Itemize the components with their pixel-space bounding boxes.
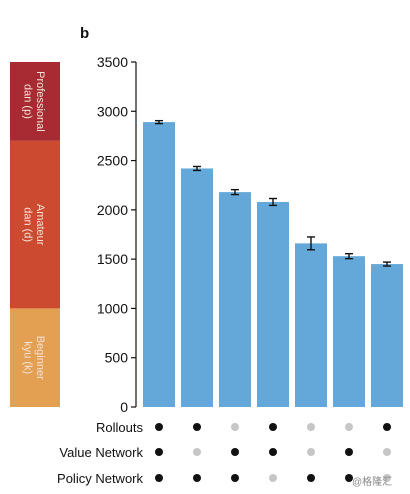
dot-off — [307, 448, 315, 456]
bar — [257, 201, 289, 407]
rank-band-label-line2: dan (d) — [22, 207, 34, 242]
panel-label: b — [80, 25, 89, 42]
rank-band-label-line1: Amateur — [34, 204, 46, 246]
dot-on — [193, 423, 201, 431]
bar — [295, 243, 327, 407]
bar — [371, 264, 403, 407]
rank-band — [10, 140, 60, 309]
component-row-label: Value Network — [59, 445, 143, 460]
y-tick-label: 500 — [105, 350, 129, 366]
dot-on — [231, 448, 239, 456]
dot-on — [155, 474, 163, 482]
dot-off — [193, 448, 201, 456]
dot-on — [269, 448, 277, 456]
dot-on — [155, 448, 163, 456]
y-tick-label: 3000 — [97, 103, 128, 119]
rank-band-label-line2: kyu (k) — [22, 341, 34, 374]
dot-off — [307, 423, 315, 431]
dot-off — [383, 448, 391, 456]
dot-on — [383, 423, 391, 431]
component-matrix: Rollouts Value Network Policy Network — [57, 420, 391, 486]
dot-off — [231, 423, 239, 431]
watermark: @格隆汇 — [352, 475, 392, 488]
dot-on — [345, 448, 353, 456]
dot-on — [269, 423, 277, 431]
rank-band-label: Amateurdan (d) — [22, 204, 47, 246]
component-row-label: Policy Network — [57, 471, 143, 486]
y-tick-label: 1000 — [97, 300, 128, 316]
rank-band — [10, 308, 60, 407]
y-tick-label: 2000 — [97, 202, 128, 218]
y-axis: 0 500 1000 1500 2000 2500 3000 3500 — [97, 54, 137, 415]
component-row-label: Rollouts — [96, 420, 143, 435]
bar — [219, 192, 251, 407]
dot-on — [231, 474, 239, 482]
dot-off — [383, 474, 391, 482]
y-tick-label: 3500 — [97, 54, 128, 70]
rank-band-label-line2: dan (p) — [22, 84, 34, 119]
rank-bands: Professionaldan (p) Amateurdan (d) Beginne… — [10, 62, 60, 407]
rank-band-label: Beginnerkyu (k) — [22, 336, 47, 380]
bar — [143, 122, 175, 407]
rank-band-label-line1: Beginner — [34, 336, 46, 380]
dot-on — [193, 474, 201, 482]
dot-on — [307, 474, 315, 482]
dot-on — [155, 423, 163, 431]
y-tick-label: 1500 — [97, 251, 128, 267]
rank-band-label: Professionaldan (p) — [22, 71, 47, 132]
bars — [143, 119, 403, 407]
bar — [181, 168, 213, 407]
rank-band — [10, 62, 60, 141]
y-tick-label: 2500 — [97, 153, 128, 169]
rank-band-label-line1: Professional — [34, 71, 46, 132]
dot-off — [269, 474, 277, 482]
bar — [333, 256, 365, 407]
dot-on — [345, 474, 353, 482]
y-tick-label: 0 — [120, 399, 128, 415]
dot-off — [345, 423, 353, 431]
